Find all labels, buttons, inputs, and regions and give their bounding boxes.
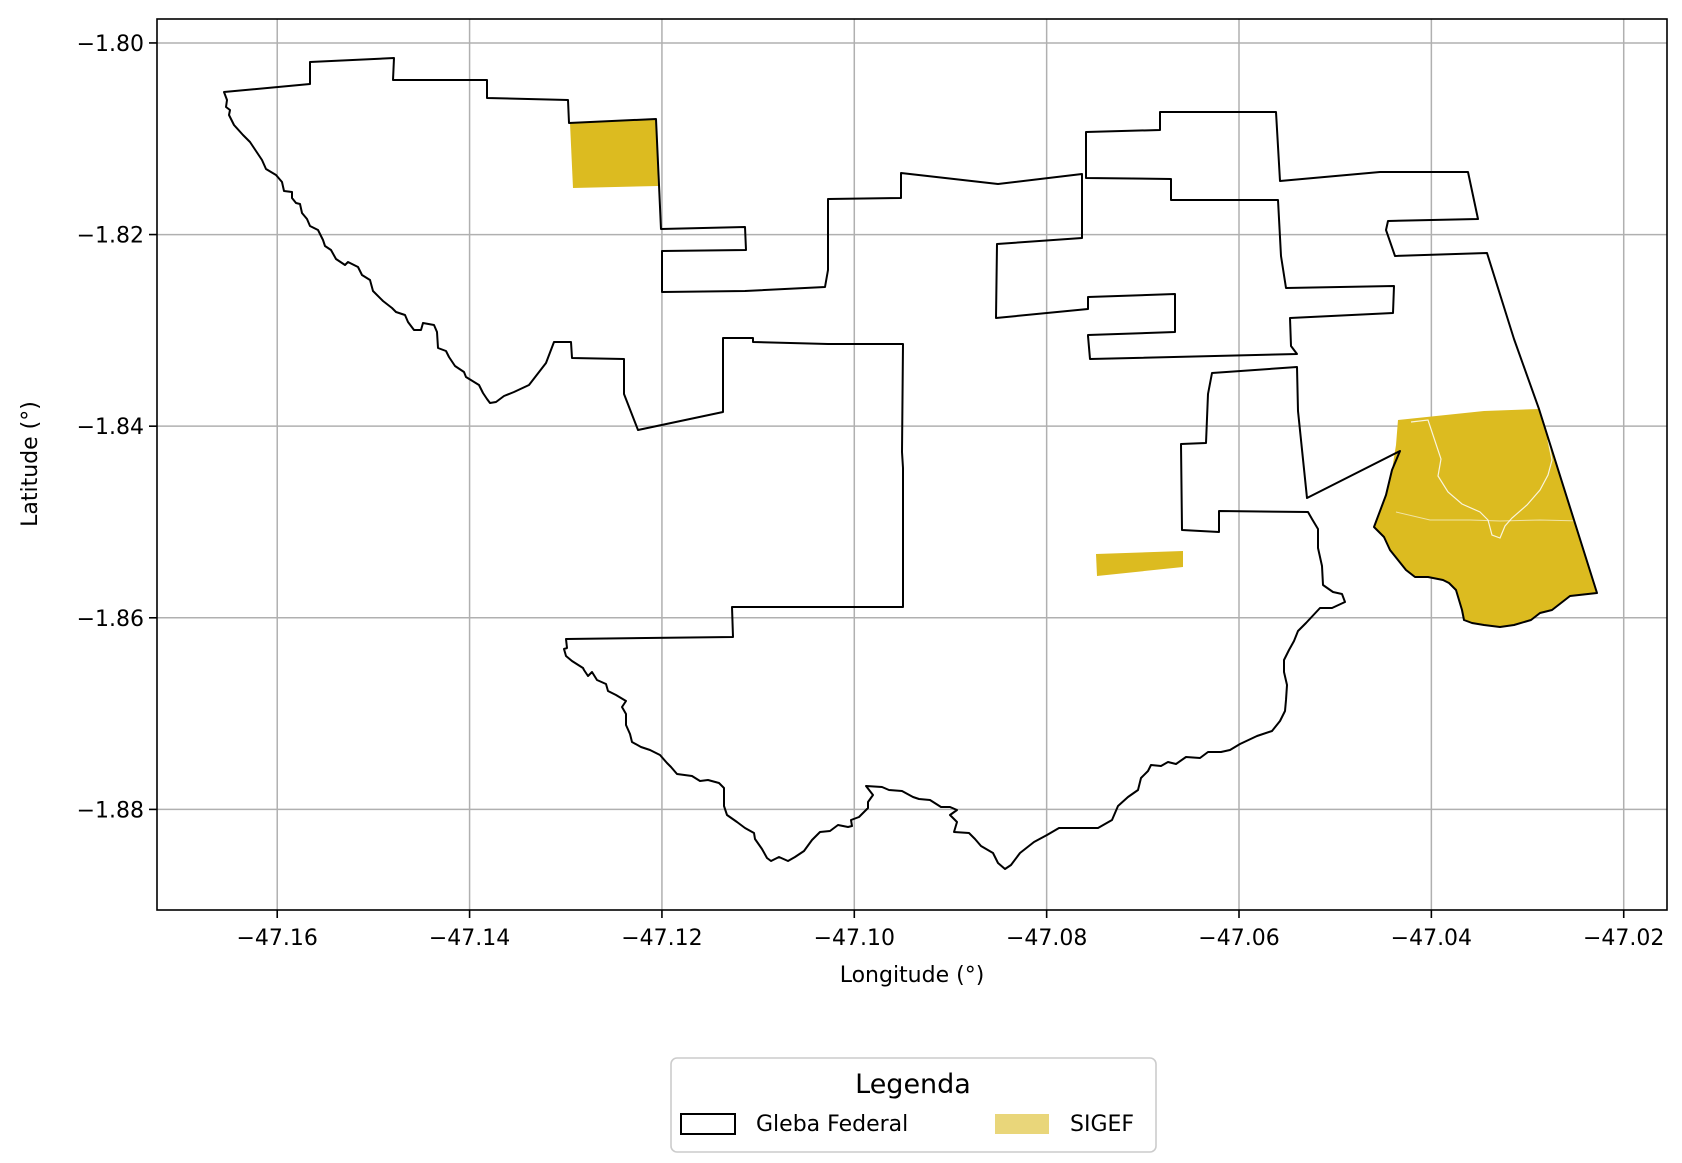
x-tick-label: −47.14: [429, 926, 510, 951]
plot-area: −47.16 −47.14 −47.12 −47.10 −47.08 −47.06 −47.…: [77, 18, 1668, 951]
y-axis-title: Latitude (°): [18, 401, 43, 527]
y-axis-ticks: −1.80 −1.82 −1.84 −1.86 −1.88: [77, 32, 157, 823]
y-tick-label: −1.88: [77, 798, 144, 823]
x-axis-ticks: −47.16 −47.14 −47.12 −47.10 −47.08 −47.06 −47.…: [237, 910, 1664, 951]
x-tick-label: −47.02: [1583, 926, 1664, 951]
legend-title: Legenda: [855, 1069, 971, 1100]
legend-label-gleba-federal: Gleba Federal: [756, 1112, 908, 1137]
x-tick-label: −47.10: [814, 926, 895, 951]
x-tick-label: −47.12: [621, 926, 702, 951]
x-tick-label: −47.16: [237, 926, 318, 951]
sigef-internal-boundary: [1410, 419, 1553, 539]
legend: Legenda Gleba Federal SIGEF: [670, 1057, 1157, 1153]
sigef-parcel-northwest: [570, 119, 658, 188]
gleba-federal-boundary: [223, 57, 1598, 870]
sigef-internal-boundary: [1395, 511, 1583, 522]
legend-swatch-sigef: [995, 1114, 1049, 1134]
x-tick-label: −47.06: [1198, 926, 1279, 951]
gleba-federal-layer: [223, 57, 1598, 870]
y-tick-label: −1.82: [77, 224, 144, 249]
x-axis-title: Longitude (°): [840, 963, 985, 988]
legend-swatch-gleba-federal: [680, 1113, 736, 1135]
x-tick-label: −47.08: [1006, 926, 1087, 951]
sigef-parcel-center: [1096, 551, 1183, 576]
y-tick-label: −1.80: [77, 32, 144, 57]
axes-frame: [156, 18, 1668, 911]
y-tick-label: −1.86: [77, 607, 144, 632]
sigef-layer: [570, 119, 1597, 627]
legend-label-sigef: SIGEF: [1070, 1112, 1134, 1137]
x-tick-label: −47.04: [1391, 926, 1472, 951]
y-tick-label: −1.84: [77, 415, 144, 440]
